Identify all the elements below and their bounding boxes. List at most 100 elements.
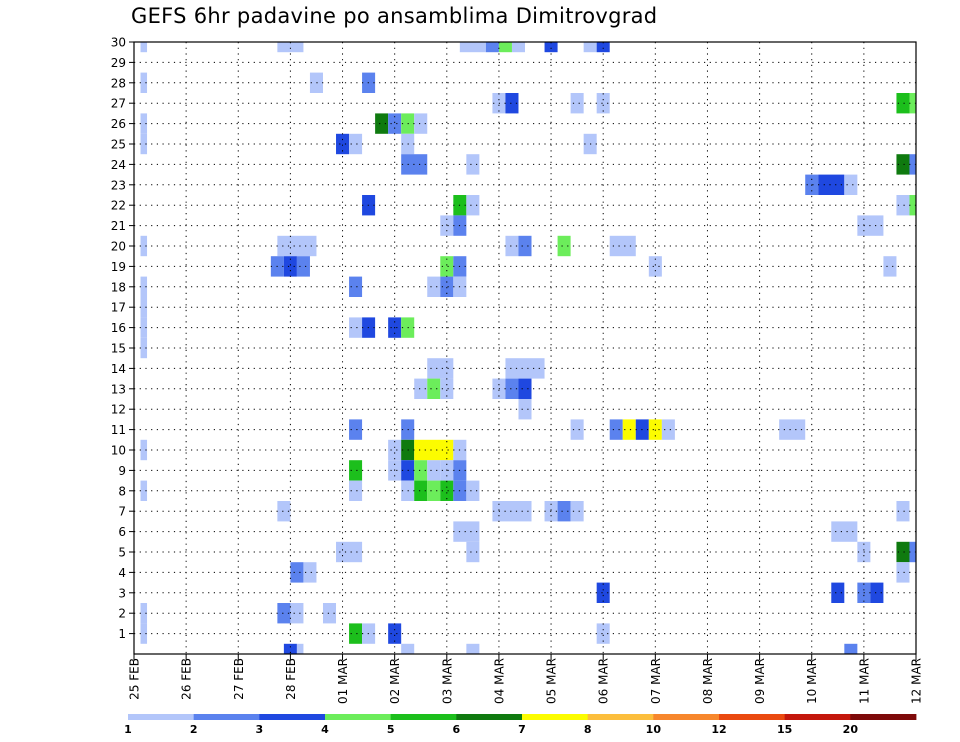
- heatmap-cell: [349, 480, 363, 501]
- heatmap-cell: [349, 317, 363, 338]
- heatmap-cell: [414, 378, 428, 399]
- y-tick-label: 10: [111, 444, 126, 458]
- chart-gridlines: [134, 42, 916, 654]
- heatmap-cell: [388, 113, 402, 134]
- colorbar-label: 15: [777, 723, 792, 736]
- heatmap-cell: [277, 603, 291, 624]
- y-tick-label: 24: [111, 158, 126, 172]
- heatmap-cell: [388, 439, 402, 461]
- y-tick-label: 8: [118, 484, 126, 498]
- heatmap-cell: [596, 623, 610, 644]
- colorbar-label: 8: [584, 723, 592, 736]
- colorbar-segment: [259, 714, 326, 720]
- x-tick-label: 09 MAR: [753, 658, 767, 704]
- x-tick-label: 02 MAR: [388, 658, 402, 704]
- heatmap-cell: [883, 256, 897, 277]
- heatmap-cell: [896, 93, 910, 114]
- heatmap-cell: [505, 235, 519, 257]
- heatmap-cell: [505, 358, 545, 379]
- y-tick-label: 27: [111, 97, 126, 111]
- heatmap-cell: [414, 480, 428, 501]
- colorbar-segment: [719, 714, 786, 720]
- colorbar-segment: [128, 714, 195, 720]
- plot-area-border: [133, 41, 917, 655]
- colorbar-segment: [784, 714, 851, 720]
- y-tick-label: 7: [118, 505, 126, 519]
- x-tick-label: 04 MAR: [492, 658, 506, 704]
- heatmap-cell: [831, 582, 845, 603]
- heatmap-cell: [505, 378, 519, 399]
- heatmap-cell: [140, 276, 148, 297]
- y-tick-label: 4: [118, 566, 126, 580]
- colorbar-label: 1: [124, 723, 132, 736]
- y-tick-label: 14: [111, 362, 126, 376]
- heatmap-cell: [322, 603, 337, 624]
- heatmap-cell: [140, 235, 148, 257]
- y-tick-label: 3: [118, 586, 126, 600]
- heatmap-cell: [336, 133, 350, 155]
- heatmap-cell: [909, 93, 916, 114]
- heatmap-cell: [818, 174, 845, 195]
- heatmap-cells: [140, 42, 916, 654]
- heatmap-cell: [414, 113, 428, 134]
- heatmap-cell: [349, 623, 363, 644]
- heatmap-cell: [511, 42, 525, 53]
- colorbar-segment: [850, 714, 917, 720]
- heatmap-cell: [485, 42, 499, 53]
- x-axis: 25 FEB 26 FEB 27 FEB 28 FEB 01 MAR 02 MAR 03 M…: [128, 654, 924, 704]
- y-tick-label: 15: [111, 342, 126, 356]
- heatmap-cell: [648, 256, 662, 277]
- colorbar-segment: [653, 714, 720, 720]
- y-tick-label: 20: [111, 240, 126, 254]
- heatmap-cell: [596, 582, 610, 603]
- heatmap-cell: [661, 419, 675, 440]
- heatmap-cell: [349, 419, 363, 440]
- heatmap-cell: [414, 460, 428, 481]
- heatmap-cell: [277, 235, 317, 257]
- heatmap-cell: [909, 541, 916, 563]
- x-tick-label: 03 MAR: [440, 658, 454, 704]
- x-tick-label: 25 FEB: [128, 658, 142, 700]
- heatmap-cell: [414, 439, 454, 461]
- heatmap-cell: [544, 42, 558, 53]
- heatmap-cell: [349, 460, 363, 481]
- colorbar-label: 2: [190, 723, 198, 736]
- y-tick-label: 30: [111, 36, 126, 50]
- heatmap-cell: [140, 317, 148, 338]
- heatmap-cell: [596, 42, 610, 53]
- y-tick-label: 21: [111, 219, 126, 233]
- heatmap-cell: [459, 42, 486, 53]
- x-tick-label: 01 MAR: [336, 658, 350, 704]
- y-tick-label: 16: [111, 321, 126, 335]
- heatmap-cell: [349, 133, 363, 155]
- heatmap-cell: [570, 93, 584, 114]
- heatmap-cell: [498, 42, 512, 53]
- colorbar-segment: [193, 714, 260, 720]
- heatmap-cell: [570, 419, 584, 440]
- x-tick-label: 27 FEB: [232, 658, 246, 700]
- heatmap-cell: [140, 113, 148, 134]
- heatmap-cell: [140, 480, 148, 501]
- y-tick-label: 5: [118, 546, 126, 560]
- heatmap-cell: [303, 562, 317, 583]
- heatmap-cell: [140, 603, 148, 624]
- heatmap-cell: [401, 643, 415, 654]
- heatmap-cell: [609, 419, 623, 440]
- colorbar-label: 10: [646, 723, 662, 736]
- x-tick-label: 08 MAR: [701, 658, 715, 704]
- colorbar-segment: [325, 714, 392, 720]
- y-tick-label: 28: [111, 76, 126, 90]
- heatmap-cell: [440, 276, 454, 297]
- y-tick-label: 6: [118, 525, 126, 539]
- colorbar-label: 20: [843, 723, 859, 736]
- heatmap-cell: [440, 378, 454, 399]
- heatmap-cell: [453, 521, 480, 542]
- x-tick-label: 10 MAR: [805, 658, 819, 704]
- colorbar-segment: [390, 714, 457, 720]
- x-tick-label: 06 MAR: [597, 658, 611, 704]
- heatmap-cell: [388, 623, 402, 644]
- heatmap-cell: [349, 276, 363, 297]
- colorbar-label: 4: [321, 723, 329, 736]
- colorbar-segment: [456, 714, 523, 720]
- heatmap-cell: [277, 501, 291, 522]
